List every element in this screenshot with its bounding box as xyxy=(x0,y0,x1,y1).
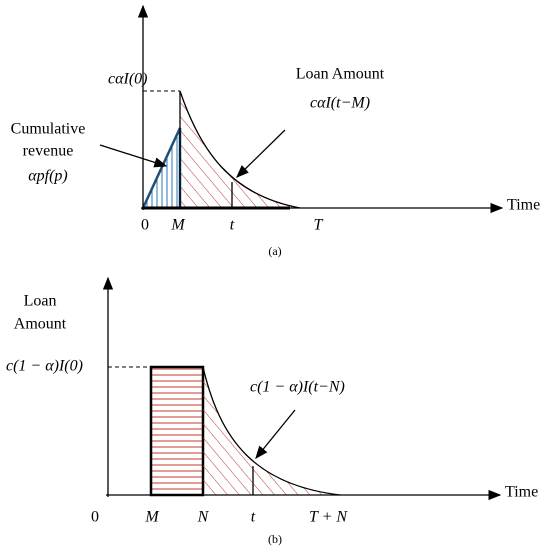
x-label: M xyxy=(170,217,186,234)
revenue-area xyxy=(141,127,182,210)
caption: (b) xyxy=(268,532,282,546)
label: Loan Amount xyxy=(296,66,385,83)
x-label: t xyxy=(230,217,235,234)
arrow xyxy=(236,129,286,178)
x-label: M xyxy=(144,509,160,526)
x-label: 0 xyxy=(141,217,149,234)
label: αpf(p) xyxy=(28,168,68,185)
label: Amount xyxy=(14,316,67,333)
x-label: T + N xyxy=(309,509,348,526)
label: cαI(t−M) xyxy=(310,95,370,112)
loan-area xyxy=(203,367,340,495)
x-label: 0 xyxy=(91,509,99,526)
loan-area xyxy=(180,91,300,208)
label: c(1 − α)I(t−N) xyxy=(250,379,345,396)
loan-block xyxy=(149,365,205,497)
decay-curve xyxy=(179,90,301,209)
x-label: t xyxy=(251,509,256,526)
label: c(1 − α)I(0) xyxy=(6,358,83,375)
label: Cumulative xyxy=(11,121,86,138)
label: Loan xyxy=(24,293,57,310)
label: cαI(0) xyxy=(108,71,147,88)
label: revenue xyxy=(23,143,74,160)
axis-title: Time xyxy=(505,484,538,501)
x-label: T xyxy=(314,217,324,234)
x-label: N xyxy=(197,509,210,526)
panel-a: cαI(0) Loan Amount cαI(t−M) Cumulative r… xyxy=(11,4,540,258)
panel-b: Loan Amount c(1 − α)I(0) c(1 − α)I(t−N) … xyxy=(6,276,538,546)
axis-title: Time xyxy=(507,197,540,214)
caption: (a) xyxy=(268,244,281,258)
decay-curve xyxy=(202,366,341,496)
arrow xyxy=(255,409,296,460)
arrow xyxy=(99,144,168,168)
